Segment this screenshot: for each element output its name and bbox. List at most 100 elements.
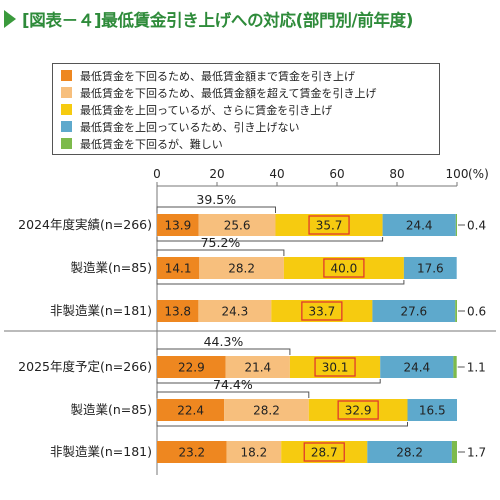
- highlight-box: [337, 400, 379, 420]
- legend-swatch: [61, 104, 72, 115]
- bar-segment: [157, 300, 199, 322]
- bar-segment: [403, 257, 457, 279]
- legend-swatch: [61, 87, 72, 98]
- data-label: 35.7: [316, 219, 343, 233]
- x-tick-label: 0: [153, 167, 161, 181]
- bar-segment: [455, 214, 457, 236]
- bar-segment: [367, 441, 452, 463]
- chart-title-row: [図表－４]最低賃金引き上げへの対応(部門別/前年度): [4, 4, 413, 34]
- data-label: 25.6: [224, 219, 251, 233]
- subtotal-bracket: [156, 206, 276, 213]
- data-label: 1.7: [467, 446, 486, 460]
- x-tick-label: 100: [446, 167, 469, 181]
- legend-swatch: [61, 70, 72, 81]
- highlight-box: [308, 215, 350, 235]
- bar-segment: [372, 300, 456, 322]
- bar-segment: [380, 356, 454, 378]
- legend-swatch: [61, 121, 72, 132]
- bar-segment: [455, 300, 457, 322]
- data-label: 28.2: [228, 262, 255, 276]
- bar-segment: [382, 214, 456, 236]
- bar-segment: [451, 441, 457, 463]
- bar-segment: [198, 300, 272, 322]
- bar-segment: [198, 214, 276, 236]
- legend-label: 最低賃金を下回るため、最低賃金額まで賃金を引き上げ: [80, 69, 355, 83]
- subtotal-label: 44.3%: [204, 334, 244, 349]
- bar-segment: [407, 399, 457, 421]
- category-label: 非製造業(n=181): [50, 303, 152, 318]
- bar-segment: [157, 257, 200, 279]
- legend-item: 最低賃金を上回っているため、引き上げない: [61, 118, 431, 135]
- data-label: 17.6: [417, 262, 444, 276]
- subtotal-bracket: [156, 249, 285, 256]
- data-label: 32.9: [345, 404, 372, 418]
- bar-segment: [271, 300, 373, 322]
- category-label: 非製造業(n=181): [50, 444, 152, 459]
- chart-title: [図表－４]最低賃金引き上げへの対応(部門別/前年度): [22, 11, 414, 30]
- legend-label: 最低賃金を上回っているが、さらに賃金を引き上げ: [80, 103, 333, 117]
- subtotal-bracket: [156, 422, 408, 427]
- data-label: 0.6: [467, 305, 486, 319]
- data-label: 33.7: [308, 305, 335, 319]
- bar-segment: [224, 399, 309, 421]
- bar-segment: [157, 356, 226, 378]
- data-label: 24.4: [406, 219, 433, 233]
- data-label: 24.3: [221, 305, 248, 319]
- category-label: 2025年度予定(n=266): [18, 359, 152, 374]
- data-label: 0.4: [467, 219, 486, 233]
- highlight-box: [303, 442, 345, 462]
- data-label: 13.8: [164, 305, 191, 319]
- category-label: 製造業(n=85): [70, 260, 152, 275]
- data-label: 14.1: [165, 262, 192, 276]
- data-label: 1.1: [467, 361, 486, 375]
- bar-segment: [308, 399, 408, 421]
- subtotal-bracket: [156, 237, 384, 242]
- x-tick-label: 60: [329, 167, 344, 181]
- subtotal-bracket: [156, 348, 291, 355]
- legend-item: 最低賃金を下回るが、難しい: [61, 135, 431, 152]
- legend: 最低賃金を下回るため、最低賃金額まで賃金を引き上げ最低賃金を下回るため、最低賃金…: [52, 63, 440, 155]
- bar-segment: [199, 257, 284, 279]
- data-label: 27.6: [400, 305, 427, 319]
- data-label: 18.2: [241, 446, 268, 460]
- data-label: 22.9: [178, 361, 205, 375]
- legend-label: 最低賃金を下回るが、難しい: [80, 137, 223, 151]
- subtotal-bracket: [156, 379, 381, 384]
- legend-item: 最低賃金を下回るため、最低賃金額まで賃金を引き上げ: [61, 67, 431, 84]
- subtotal-label: 75.2%: [201, 235, 241, 250]
- bar-segment: [157, 214, 199, 236]
- category-label: 2024年度実績(n=266): [18, 217, 152, 232]
- subtotal-label: 39.5%: [196, 192, 236, 207]
- x-tick-label: 80: [389, 167, 404, 181]
- bar-segment: [225, 356, 290, 378]
- data-label: 28.2: [253, 404, 280, 418]
- data-label: 28.7: [311, 446, 338, 460]
- data-label: 30.1: [322, 361, 349, 375]
- bar-segment: [289, 356, 381, 378]
- legend-label: 最低賃金を下回るため、最低賃金額を超えて賃金を引き上げ: [80, 86, 377, 100]
- legend-item: 最低賃金を下回るため、最低賃金額を超えて賃金を引き上げ: [61, 84, 431, 101]
- bar-segment: [157, 399, 225, 421]
- data-label: 24.4: [403, 361, 430, 375]
- legend-label: 最低賃金を上回っているため、引き上げない: [80, 120, 300, 134]
- bar-segment: [157, 441, 227, 463]
- category-label: 製造業(n=85): [70, 402, 152, 417]
- x-axis-unit: (%): [468, 167, 489, 181]
- highlight-box: [301, 301, 343, 321]
- bar-segment: [453, 356, 457, 378]
- data-label: 22.4: [177, 404, 204, 418]
- legend-item: 最低賃金を上回っているが、さらに賃金を引き上げ: [61, 101, 431, 118]
- highlight-box: [314, 357, 356, 377]
- x-tick-label: 20: [209, 167, 224, 181]
- x-tick-label: 40: [269, 167, 284, 181]
- data-label: 13.9: [164, 219, 191, 233]
- bar-segment: [283, 257, 404, 279]
- data-label: 21.4: [244, 361, 271, 375]
- subtotal-bracket: [156, 280, 405, 285]
- bar-segment: [281, 441, 368, 463]
- highlight-box: [323, 258, 365, 278]
- bar-segment: [275, 214, 383, 236]
- data-label: 28.2: [396, 446, 423, 460]
- legend-swatch: [61, 138, 72, 149]
